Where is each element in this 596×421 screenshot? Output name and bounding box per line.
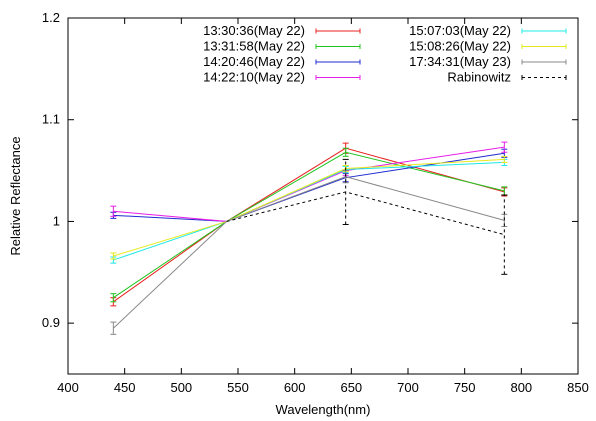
legend-item: 15:08:26(May 22) [409, 39, 567, 54]
error-bar [501, 194, 508, 275]
legend-item: Rabinowitz [447, 70, 567, 85]
series-layer [110, 141, 508, 335]
legend-label: 17:34:31(May 23) [409, 54, 511, 69]
error-bar [110, 321, 117, 335]
error-bar [110, 205, 117, 217]
x-tick-label: 750 [454, 380, 476, 395]
legend-label: 14:20:46(May 22) [203, 54, 305, 69]
x-tick-label: 400 [57, 380, 79, 395]
legend-item: 17:34:31(May 23) [409, 54, 567, 69]
legend-label: 13:31:58(May 22) [203, 39, 305, 54]
series-line [226, 191, 505, 236]
y-tick-label: 0.9 [42, 315, 60, 330]
error-bar [501, 141, 508, 153]
y-tick-label: 1.1 [42, 112, 60, 127]
legend-label: 14:22:10(May 22) [203, 70, 305, 85]
series-line [113, 152, 505, 222]
series-1 [110, 147, 508, 303]
y-tick-label: 1.2 [42, 10, 60, 25]
series-line [113, 158, 505, 257]
series-4 [110, 158, 508, 264]
legend-item: 14:22:10(May 22) [203, 70, 361, 85]
legend-item: 14:20:46(May 22) [203, 54, 361, 69]
series-line [113, 147, 505, 303]
series-0 [110, 142, 508, 307]
legend-label: 13:30:36(May 22) [203, 23, 305, 38]
x-tick-label: 500 [170, 380, 192, 395]
y-tick-label: 1 [53, 213, 60, 228]
legend-item: 15:07:03(May 22) [409, 23, 567, 38]
error-bar [501, 155, 508, 163]
x-tick-label: 700 [397, 380, 419, 395]
legend: 13:30:36(May 22)13:31:58(May 22)14:20:46… [203, 23, 567, 85]
legend-label: 15:08:26(May 22) [409, 39, 511, 54]
error-bar [342, 147, 349, 157]
plot-frame [67, 17, 579, 375]
error-bar [110, 252, 117, 260]
x-tick-label: 850 [567, 380, 589, 395]
x-tick-label: 600 [284, 380, 306, 395]
series-line [113, 151, 505, 299]
legend-label: Rabinowitz [447, 70, 511, 85]
x-axis-label: Wavelength(nm) [276, 402, 371, 417]
series-7 [226, 158, 508, 275]
x-tick-label: 450 [114, 380, 136, 395]
series-6 [110, 170, 508, 335]
error-bar [110, 293, 117, 303]
error-bar [342, 158, 349, 225]
legend-item: 13:30:36(May 22) [203, 23, 361, 38]
y-axis-label: Relative Reflectance [8, 136, 23, 255]
axis-ticks: 400 450 500 550 600 650 700 750 800 850 0.9 1 1.1 1.2 [42, 10, 589, 395]
x-tick-label: 550 [227, 380, 249, 395]
x-tick-label: 800 [510, 380, 532, 395]
x-tick-label: 650 [340, 380, 362, 395]
series-5 [110, 155, 508, 260]
series-3 [110, 141, 508, 222]
legend-item: 13:31:58(May 22) [203, 39, 361, 54]
legend-label: 15:07:03(May 22) [409, 23, 511, 38]
series-line [113, 146, 505, 222]
series-line [112, 176, 505, 329]
